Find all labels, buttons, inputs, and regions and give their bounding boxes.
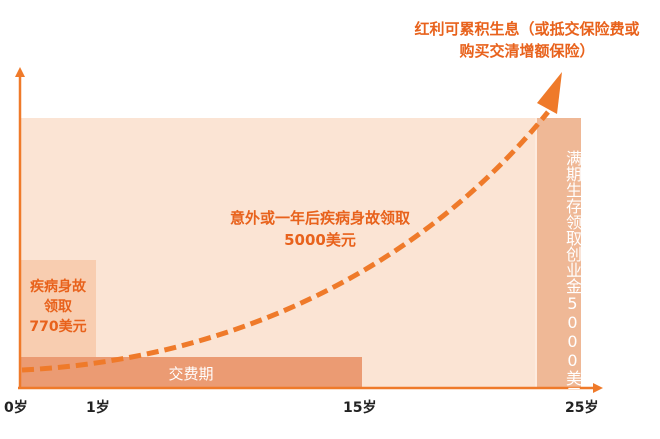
tick-age-25: 25岁 bbox=[565, 400, 599, 416]
maturity-box bbox=[537, 118, 581, 388]
early-benefit-label: 疾病身故 领取 770美元 bbox=[20, 277, 96, 337]
main-benefit-line1: 意外或一年后疾病身故领取 bbox=[229, 209, 410, 227]
main-benefit-label: 意外或一年后疾病身故领取 5000美元 bbox=[190, 207, 450, 251]
payment-period-label: 交费期 bbox=[168, 365, 214, 383]
early-benefit-line1: 疾病身故 bbox=[30, 279, 86, 295]
growth-arrow-head bbox=[537, 72, 562, 114]
early-benefit-line2: 领取 bbox=[44, 299, 72, 315]
tick-age-0: 0岁 bbox=[4, 400, 28, 416]
growth-note: 红利可累积生息（或抵交保险费或 购买交清增额保险） bbox=[392, 18, 660, 62]
early-benefit-line3: 770美元 bbox=[29, 319, 87, 335]
main-benefit-line2: 5000美元 bbox=[284, 231, 356, 249]
tick-age-1: 1岁 bbox=[86, 400, 110, 416]
coverage-inner-shade bbox=[20, 118, 535, 388]
growth-note-line2: 购买交清增额保险） bbox=[459, 42, 595, 60]
growth-note-line1: 红利可累积生息（或抵交保险费或 bbox=[414, 20, 640, 38]
early-benefit-box bbox=[20, 260, 96, 358]
maturity-benefit-label: 满期生存领取创业金5000美元 bbox=[563, 150, 582, 402]
payment-period-bar bbox=[20, 357, 362, 387]
tick-age-15: 15岁 bbox=[343, 400, 377, 416]
